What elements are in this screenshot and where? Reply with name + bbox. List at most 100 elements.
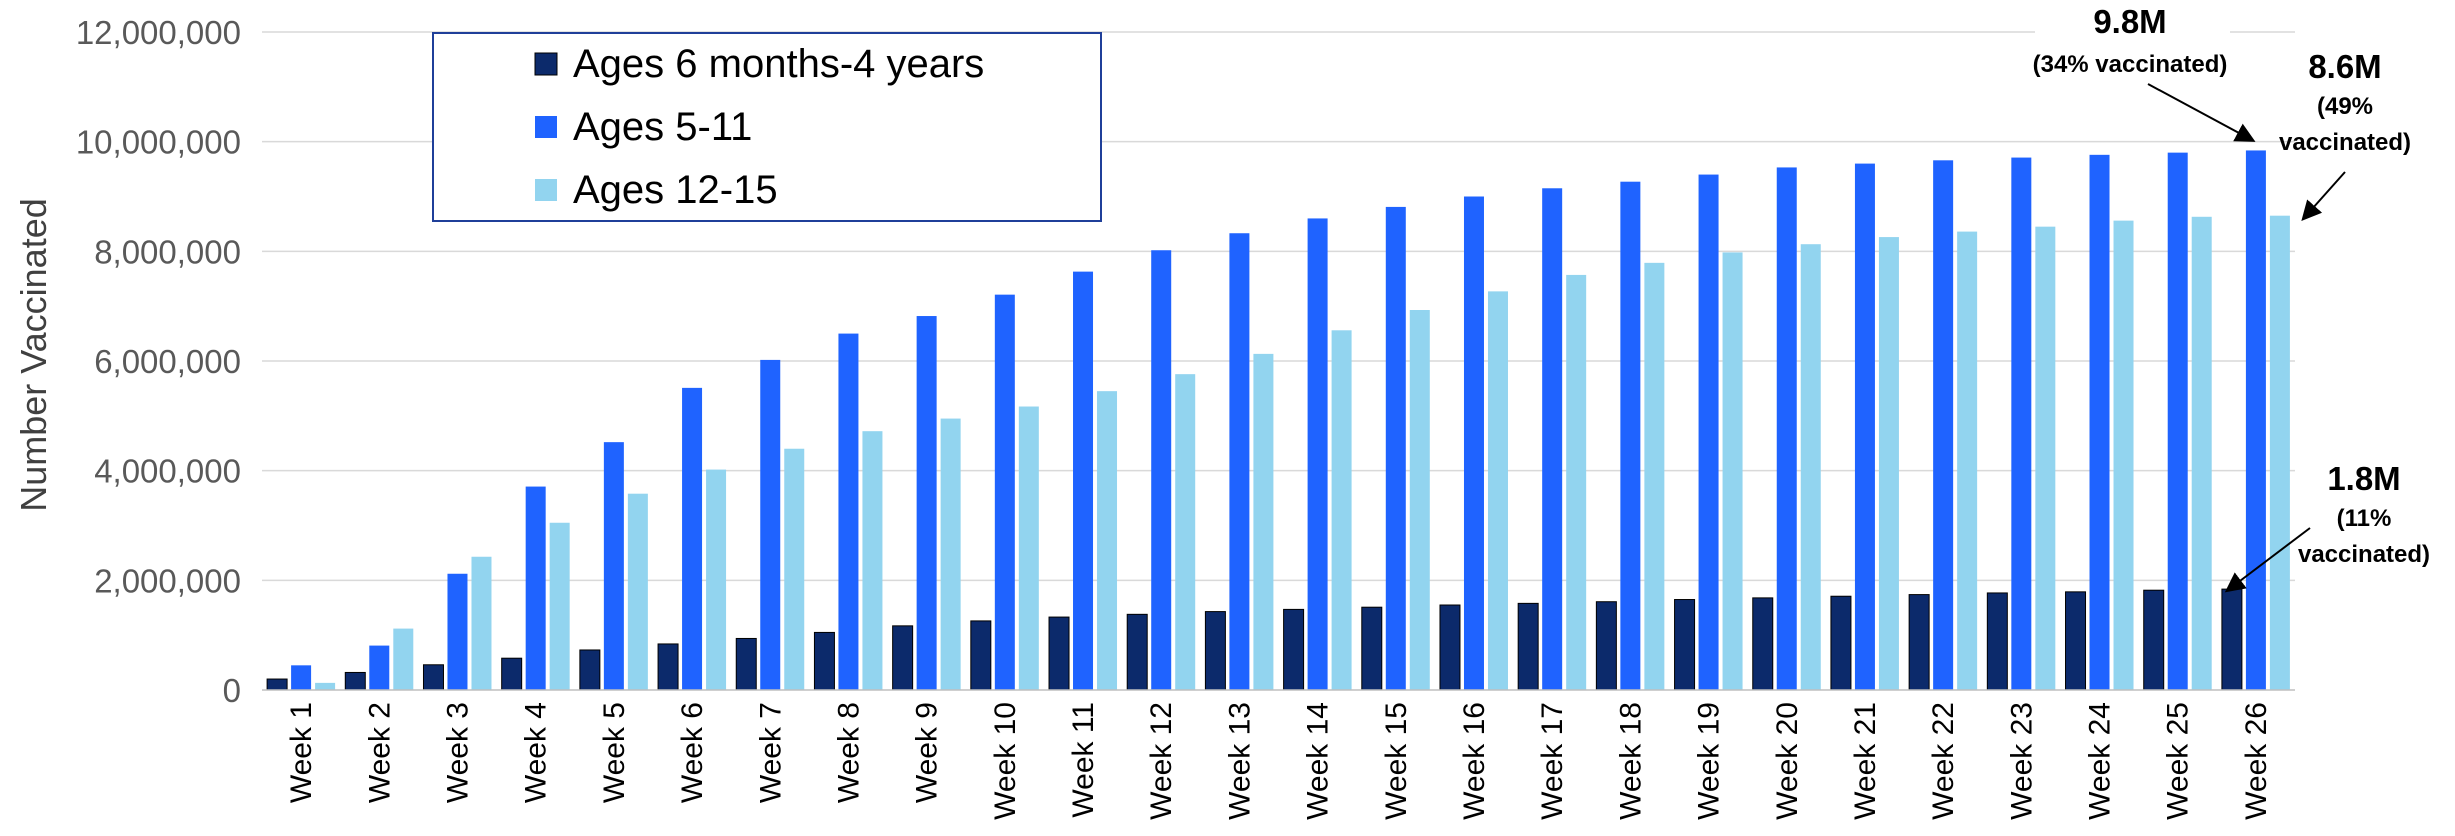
- bar-5-11-week-11: [1073, 271, 1094, 690]
- bar-12-15-week-12: [1175, 374, 1196, 690]
- bar-5-11-week-23: [2011, 157, 2032, 690]
- bar-12-15-week-7: [784, 448, 805, 690]
- bar-12-15-week-4: [549, 522, 570, 690]
- x-tick-label: Week 13: [1223, 702, 1256, 820]
- bar-6mo-4y-week-24: [2065, 591, 2087, 691]
- x-tick-label: Week 12: [1145, 702, 1178, 820]
- annotation-9-8m-note: (34% vaccinated): [2033, 51, 2228, 78]
- annotation-8-6m-note-line2: vaccinated): [2279, 129, 2411, 156]
- bar-5-11-week-1: [291, 665, 312, 690]
- y-axis-label: Number Vaccinated: [13, 198, 54, 512]
- x-tick-label: Week 25: [2162, 702, 2195, 820]
- bar-12-15-week-21: [1878, 237, 1899, 690]
- bar-6mo-4y-week-21: [1830, 595, 1852, 691]
- x-tick-label: Week 9: [911, 702, 944, 803]
- y-tick-label: 10,000,000: [76, 124, 241, 161]
- annotation-1-8m-value: 1.8M: [2327, 460, 2400, 497]
- x-tick-label: Week 1: [285, 702, 318, 803]
- x-tick-label: Week 17: [1536, 702, 1569, 820]
- bar-6mo-4y-week-23: [1986, 592, 2008, 691]
- bar-6mo-4y-week-8: [813, 631, 835, 691]
- bar-6mo-4y-week-18: [1595, 601, 1617, 691]
- bar-5-11-week-13: [1229, 233, 1250, 690]
- x-tick-label: Week 26: [2240, 702, 2273, 820]
- bar-6mo-4y-week-15: [1361, 606, 1383, 691]
- bar-6mo-4y-week-12: [1126, 613, 1148, 691]
- bar-6mo-4y-week-7: [735, 637, 757, 691]
- x-tick-label: Week 6: [676, 702, 709, 803]
- bar-12-15-week-3: [471, 556, 492, 690]
- bar-12-15-week-20: [1800, 244, 1821, 690]
- x-tick-label: Week 11: [1067, 702, 1100, 818]
- bar-6mo-4y-week-11: [1048, 616, 1070, 691]
- bar-6mo-4y-week-1: [266, 678, 288, 691]
- x-tick-label: Week 2: [363, 702, 396, 803]
- bar-6mo-4y-week-13: [1204, 611, 1226, 691]
- annotation-9-8m-arrow: [2147, 83, 2256, 142]
- legend: Ages 6 months-4 years Ages 5-11 Ages 12-…: [432, 32, 1102, 222]
- bar-12-15-week-5: [627, 493, 648, 690]
- x-tick-label: Week 24: [2084, 702, 2117, 820]
- bars: [266, 150, 2290, 691]
- bar-5-11-week-9: [916, 316, 937, 690]
- bar-5-11-week-15: [1385, 206, 1406, 690]
- x-tick-label: Week 16: [1458, 702, 1491, 820]
- bar-12-15-week-11: [1097, 391, 1118, 690]
- bar-6mo-4y-week-16: [1439, 604, 1461, 691]
- y-tick-label: 4,000,000: [94, 453, 241, 490]
- y-tick-label: 12,000,000: [76, 14, 241, 51]
- bar-12-15-week-10: [1018, 406, 1039, 690]
- annotations: 9.8M (34% vaccinated) 8.6M (49% vaccinat…: [2033, 0, 2430, 593]
- x-tick-label: Week 7: [754, 702, 787, 803]
- bar-5-11-week-5: [603, 442, 624, 690]
- annotation-8-6m-arrow: [2301, 171, 2346, 221]
- bar-12-15-week-25: [2191, 216, 2212, 690]
- x-tick-label: Week 10: [989, 702, 1022, 820]
- bar-12-15-week-26: [2269, 215, 2290, 691]
- x-tick-label: Week 21: [1849, 702, 1882, 820]
- bar-6mo-4y-week-2: [344, 671, 366, 691]
- bar-5-11-week-20: [1776, 167, 1797, 690]
- legend-label-0: Ages 6 months-4 years: [573, 42, 984, 86]
- bar-12-15-week-17: [1566, 274, 1587, 690]
- bar-5-11-week-3: [447, 573, 468, 690]
- bar-12-15-week-1: [315, 682, 336, 690]
- y-tick-label: 6,000,000: [94, 343, 241, 380]
- bar-12-15-week-14: [1331, 330, 1352, 690]
- bar-5-11-week-16: [1463, 196, 1484, 690]
- bar-6mo-4y-week-3: [422, 664, 444, 691]
- bar-6mo-4y-week-14: [1283, 608, 1305, 691]
- bar-6mo-4y-week-6: [657, 643, 679, 691]
- annotation-1-8m-note-line1: (11%: [2337, 505, 2392, 532]
- bar-6mo-4y-week-19: [1674, 599, 1696, 691]
- bar-12-15-week-19: [1722, 252, 1743, 690]
- bar-5-11-week-17: [1542, 188, 1563, 690]
- x-tick-label: Week 18: [1614, 702, 1647, 820]
- bar-12-15-week-9: [940, 418, 961, 690]
- bar-6mo-4y-week-17: [1517, 602, 1539, 691]
- bar-6mo-4y-week-26: [2221, 588, 2243, 691]
- legend-label-1: Ages 5-11: [573, 105, 752, 149]
- bar-5-11-week-2: [369, 645, 390, 690]
- bar-5-11-week-25: [2167, 152, 2188, 691]
- bar-5-11-week-12: [1151, 250, 1172, 690]
- annotation-8-6m-note-line1: (49%: [2317, 93, 2373, 120]
- bar-12-15-week-16: [1487, 291, 1508, 690]
- bar-12-15-week-13: [1253, 353, 1274, 690]
- bar-5-11-week-24: [2089, 154, 2110, 690]
- y-tick-label: 0: [223, 672, 241, 709]
- bar-6mo-4y-week-9: [892, 625, 914, 691]
- x-tick-label: Week 4: [520, 702, 553, 803]
- bar-5-11-week-10: [994, 294, 1015, 690]
- legend-swatch-0: [534, 52, 558, 76]
- bar-6mo-4y-week-20: [1752, 597, 1774, 691]
- bar-12-15-week-8: [862, 431, 883, 690]
- x-tick-label: Week 23: [2005, 702, 2038, 820]
- bar-6mo-4y-week-25: [2143, 589, 2165, 691]
- y-tick-label: 2,000,000: [94, 562, 241, 599]
- bar-12-15-week-2: [393, 628, 414, 690]
- x-tick-label: Week 19: [1693, 702, 1726, 820]
- bar-5-11-week-7: [760, 359, 781, 690]
- x-tick-label: Week 14: [1302, 702, 1335, 820]
